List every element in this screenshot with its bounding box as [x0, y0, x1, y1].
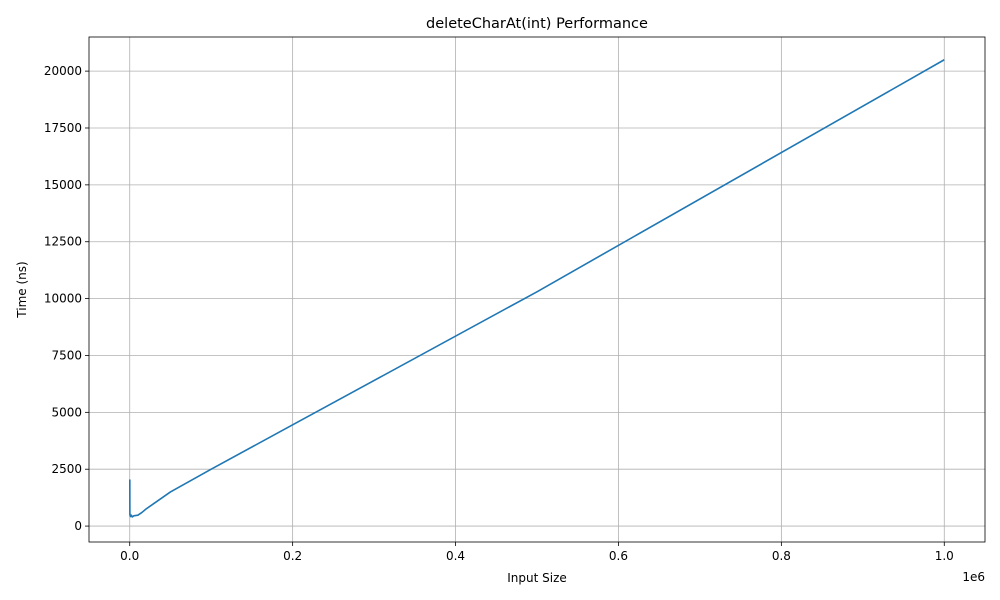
- x-tick-label: 0.2: [283, 549, 302, 563]
- y-tick-label: 0: [74, 519, 82, 533]
- y-tick-label: 7500: [51, 348, 82, 362]
- x-tick-label: 0.0: [120, 549, 139, 563]
- y-tick-label: 12500: [44, 235, 82, 249]
- x-axis-offset-label: 1e6: [962, 570, 985, 584]
- plot-area-frame: [88, 36, 986, 543]
- series-line-group: [129, 59, 945, 518]
- x-tick-label: 0.4: [446, 549, 465, 563]
- chart-title: deleteCharAt(int) Performance: [426, 16, 648, 32]
- x-tick-label: 0.8: [772, 549, 791, 563]
- x-tick-label: 0.6: [609, 549, 628, 563]
- y-tick-label: 20000: [44, 64, 82, 78]
- y-tick-label: 5000: [51, 405, 82, 419]
- x-axis-label: Input Size: [507, 571, 567, 585]
- x-axis-ticks: 0.0 0.2 0.4 0.6 0.8 1.0: [120, 542, 954, 563]
- grid: [89, 37, 985, 542]
- x-tick-label: 1.0: [935, 549, 954, 563]
- y-tick-label: 15000: [44, 178, 82, 192]
- series-line: [129, 59, 945, 518]
- y-tick-label: 17500: [44, 121, 82, 135]
- y-axis-label: Time (ns): [15, 261, 29, 318]
- y-tick-label: 10000: [44, 292, 82, 306]
- y-tick-label: 2500: [51, 462, 82, 476]
- y-axis-ticks: 0 2500 5000 7500 10000 12500 15000 17500 20000: [44, 64, 89, 533]
